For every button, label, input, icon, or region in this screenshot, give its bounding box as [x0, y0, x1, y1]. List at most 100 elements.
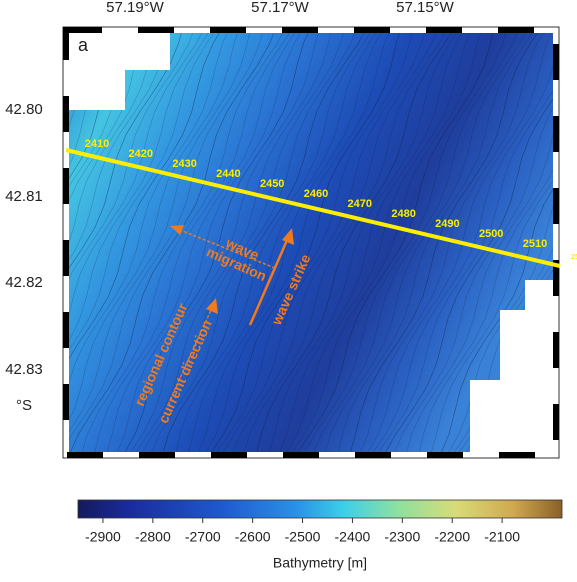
contour [66, 30, 72, 455]
contour [211, 30, 429, 455]
contour [349, 30, 556, 455]
contour [66, 30, 209, 455]
contour [354, 30, 556, 455]
contour [305, 30, 523, 455]
left-axis-label: 42.82 [5, 274, 43, 291]
profile-labels: 2410 2420 2430 2440 2450 2460 2470 2480 2490 2500… [85, 138, 577, 261]
arrow [248, 237, 290, 326]
colorbar-tick-label: -2600 [235, 529, 271, 545]
contour [562, 20, 577, 480]
left-axis-unit: °S [16, 397, 32, 414]
profile-label: 2420 [129, 148, 153, 160]
contour [86, 30, 298, 455]
top-axis-label: 57.15°W [396, 0, 455, 16]
profile-label: 2470 [348, 198, 372, 210]
colorbar-tick-label: -2900 [85, 529, 121, 545]
panel-label: a [78, 35, 89, 55]
arrow [169, 307, 213, 401]
contour [573, 20, 577, 480]
colorbar-tick-label: -2100 [484, 529, 520, 545]
colorbar-tick-label: -2200 [434, 529, 470, 545]
frame-black [63, 27, 559, 458]
profile-label: 2480 [391, 208, 415, 220]
contour [419, 30, 556, 455]
contour [0, 20, 66, 480]
contour [268, 30, 477, 455]
contour [281, 30, 497, 455]
contour [344, 30, 552, 455]
contour [329, 30, 541, 455]
profile-label: 2490 [435, 218, 459, 230]
colorbar-tick-label: -2700 [185, 529, 221, 545]
profile-label: 2410 [85, 138, 109, 150]
arrowhead [170, 225, 184, 235]
contour [66, 30, 185, 455]
profile-label: 2500 [479, 228, 503, 240]
colorbar-tick-label: -2500 [285, 529, 321, 545]
contour [156, 30, 371, 455]
contour [176, 30, 385, 455]
contour [66, 30, 153, 455]
contour [74, 30, 290, 455]
colorbar [77, 499, 563, 519]
contour [430, 30, 556, 455]
contour [187, 30, 396, 455]
colorbar-label: Bathymetry [m] [273, 555, 367, 571]
contour [338, 30, 547, 455]
left-axis-label: 42.83 [5, 361, 43, 378]
profile-label: 2510 [523, 238, 547, 250]
contour [130, 30, 348, 455]
contour [101, 30, 309, 455]
contour [66, 30, 234, 455]
arrow [179, 229, 276, 269]
contour [66, 30, 172, 455]
contour [273, 30, 486, 455]
profile-line [65, 148, 561, 268]
colorbar-tick-label: -2800 [135, 529, 171, 545]
profile-label: 2430 [172, 158, 196, 170]
contour [119, 30, 335, 455]
contour [182, 30, 390, 455]
arrowhead [282, 228, 294, 245]
contour [248, 30, 460, 455]
contour [66, 30, 223, 455]
contour [106, 30, 315, 455]
contour [0, 20, 10, 480]
left-axis-label: 42.81 [5, 188, 43, 205]
contour [257, 30, 466, 455]
contour [237, 30, 452, 455]
contour [66, 30, 279, 455]
left-axis-label: 42.80 [5, 101, 43, 118]
axes: 57.19°W 57.17°W 57.15°W 42.80 42.81 42.82 42.8… [5, 0, 454, 414]
colorbar-tick-label: -2400 [335, 529, 371, 545]
contour [362, 30, 556, 455]
contour [66, 30, 218, 455]
contour [318, 30, 533, 455]
top-axis-label: 57.19°W [106, 0, 165, 16]
contour [111, 30, 323, 455]
arrowhead [206, 298, 218, 314]
colorbar-tick-label: -2300 [384, 529, 420, 545]
top-axis-label: 57.17°W [251, 0, 310, 16]
contour [410, 30, 556, 455]
contour [66, 30, 266, 455]
contour [425, 30, 556, 455]
frame-outline [62, 26, 560, 459]
contour [224, 30, 441, 455]
contour [167, 30, 379, 455]
contour [263, 30, 471, 455]
profile-label: 2520 [571, 254, 577, 261]
colorbar-ticks: -2900 -2800 -2700 -2600 -2500 -2400 -2300 -2200… [85, 518, 520, 545]
contour [292, 30, 510, 455]
contour [66, 30, 198, 455]
contour [200, 30, 416, 455]
contour [66, 30, 228, 455]
contour [143, 30, 360, 455]
contour [192, 30, 404, 455]
contour [66, 30, 254, 455]
contour [66, 30, 242, 455]
profile-label: 2440 [216, 168, 240, 180]
profile-label: 2450 [260, 178, 284, 190]
contour [95, 30, 304, 455]
